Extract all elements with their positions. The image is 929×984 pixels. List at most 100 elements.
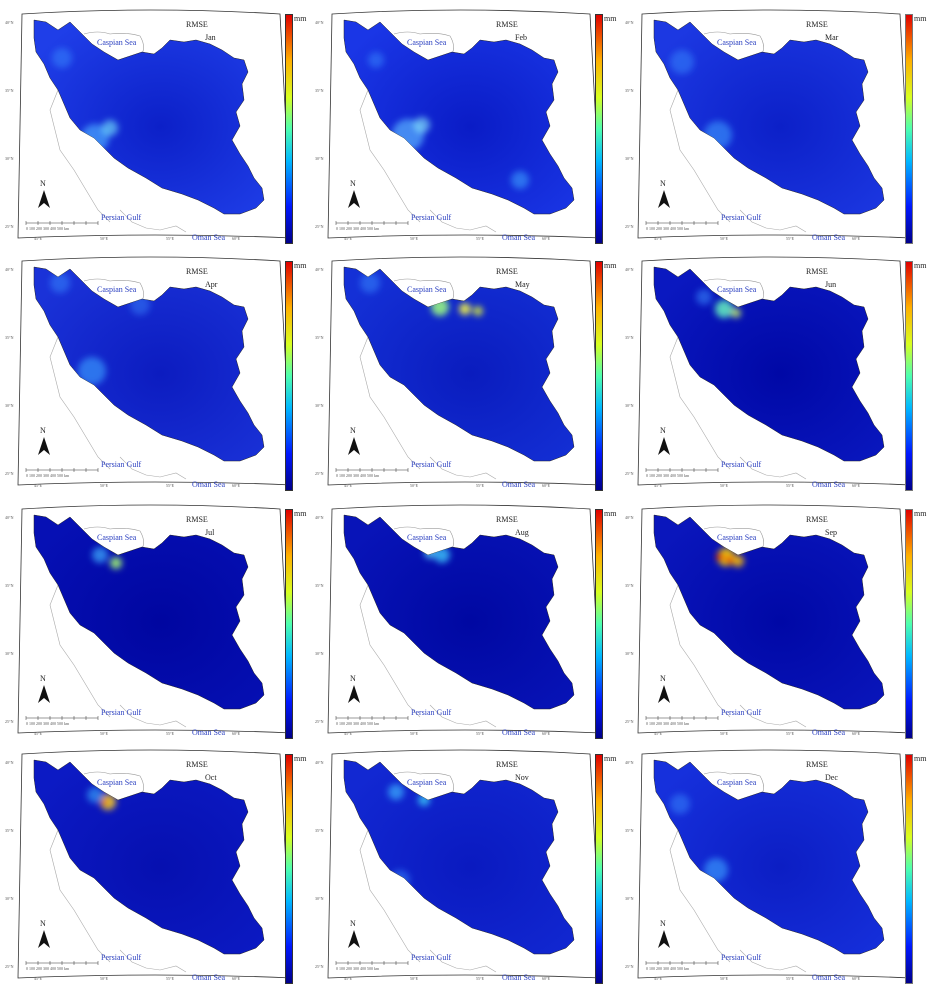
longitude-tick-label: 60°E <box>542 976 551 981</box>
colorbar <box>285 261 293 491</box>
caspian-sea-label: Caspian Sea <box>97 38 137 47</box>
colorbar <box>595 261 603 491</box>
rmse-hotspot <box>360 273 380 293</box>
metric-label: RMSE <box>186 267 208 276</box>
colorbar <box>285 754 293 984</box>
latitude-tick-label: 25°N <box>625 964 634 969</box>
neighbor-border-line <box>359 829 421 963</box>
colorbar-unit-label: mm <box>294 261 307 270</box>
latitude-tick-label: 40°N <box>5 760 14 765</box>
neighbor-border-line <box>669 89 731 223</box>
latitude-tick-label: 25°N <box>315 471 324 476</box>
longitude-tick-label: 55°E <box>166 731 175 736</box>
map-canvas <box>327 9 603 239</box>
caspian-sea-label: Caspian Sea <box>97 285 137 294</box>
metric-label: RMSE <box>806 760 828 769</box>
latitude-tick-label: 35°N <box>625 583 634 588</box>
colorbar <box>595 509 603 739</box>
longitude-tick-label: 60°E <box>852 483 861 488</box>
scale-bar <box>645 716 719 720</box>
longitude-tick-label: 50°E <box>100 731 109 736</box>
map-panel-dec: RMSE Dec Caspian Sea Persian Gulf Oman Sea N 0… <box>620 740 929 984</box>
persian-gulf-label: Persian Gulf <box>411 953 452 962</box>
longitude-tick-label: 50°E <box>410 976 419 981</box>
latitude-tick-label: 35°N <box>315 828 324 833</box>
latitude-tick-label: 40°N <box>625 267 634 272</box>
scale-bar <box>645 961 719 965</box>
coastline-line <box>119 209 187 233</box>
caspian-sea-label: Caspian Sea <box>407 533 447 542</box>
caspian-sea-label: Caspian Sea <box>407 38 447 47</box>
rmse-hotspot <box>414 117 430 133</box>
iran-rmse-surface <box>33 514 265 710</box>
latitude-tick-label: 30°N <box>315 896 324 901</box>
latitude-tick-label: 40°N <box>315 20 324 25</box>
latitude-tick-label: 35°N <box>625 88 634 93</box>
persian-gulf-label: Persian Gulf <box>101 460 142 469</box>
north-arrow-icon <box>658 930 670 948</box>
caspian-shoreline <box>83 31 144 55</box>
longitude-tick-label: 60°E <box>542 236 551 241</box>
persian-gulf-label: Persian Gulf <box>721 460 762 469</box>
metric-label: RMSE <box>186 20 208 29</box>
iran-rmse-surface <box>343 19 575 215</box>
north-arrow-icon <box>658 437 670 455</box>
latitude-tick-label: 25°N <box>625 471 634 476</box>
latitude-tick-label: 35°N <box>5 88 14 93</box>
coastline-line <box>429 209 497 233</box>
longitude-tick-label: 50°E <box>100 483 109 488</box>
map-panel-nov: RMSE Nov Caspian Sea Persian Gulf Oman Sea N 0… <box>310 740 619 984</box>
iran-rmse-surface <box>33 19 265 215</box>
oman-sea-label: Oman Sea <box>192 233 226 242</box>
coastline-line <box>429 704 497 728</box>
rmse-hotspot <box>696 289 712 305</box>
longitude-tick-label: 50°E <box>720 236 729 241</box>
rmse-hotspot <box>473 306 483 316</box>
north-label: N <box>350 674 356 683</box>
rmse-hotspot <box>102 120 118 136</box>
oman-sea-label: Oman Sea <box>502 480 536 489</box>
latitude-tick-label: 25°N <box>625 719 634 724</box>
rmse-hotspot <box>726 556 734 564</box>
longitude-tick-label: 45°E <box>34 483 43 488</box>
scale-bar-label: 0 100 200 300 400 500 km <box>646 473 690 478</box>
longitude-tick-label: 45°E <box>344 483 353 488</box>
neighbor-border-line <box>359 336 421 470</box>
oman-sea-label: Oman Sea <box>812 973 846 982</box>
longitude-tick-label: 50°E <box>410 731 419 736</box>
coastline-line <box>119 949 187 973</box>
longitude-tick-label: 50°E <box>720 483 729 488</box>
month-label: Jun <box>825 280 837 289</box>
latitude-tick-label: 40°N <box>5 267 14 272</box>
latitude-tick-label: 30°N <box>315 403 324 408</box>
latitude-tick-label: 35°N <box>5 335 14 340</box>
metric-label: RMSE <box>806 267 828 276</box>
persian-gulf-label: Persian Gulf <box>721 953 762 962</box>
latitude-tick-label: 30°N <box>625 896 634 901</box>
persian-gulf-label: Persian Gulf <box>411 460 452 469</box>
persian-gulf-label: Persian Gulf <box>101 213 142 222</box>
longitude-tick-label: 45°E <box>344 731 353 736</box>
latitude-tick-label: 30°N <box>625 403 634 408</box>
latitude-tick-label: 25°N <box>5 471 14 476</box>
caspian-shoreline <box>703 771 764 795</box>
north-label: N <box>40 426 46 435</box>
month-label: Dec <box>825 773 838 782</box>
iran-rmse-surface <box>653 266 885 462</box>
latitude-tick-label: 40°N <box>315 515 324 520</box>
north-label: N <box>660 426 666 435</box>
caspian-sea-label: Caspian Sea <box>717 38 757 47</box>
coastline-line <box>739 704 807 728</box>
iran-rmse-surface <box>343 266 575 462</box>
longitude-tick-label: 45°E <box>344 236 353 241</box>
caspian-sea-label: Caspian Sea <box>407 285 447 294</box>
longitude-tick-label: 50°E <box>410 236 419 241</box>
north-label: N <box>40 919 46 928</box>
latitude-tick-label: 25°N <box>315 964 324 969</box>
longitude-tick-label: 45°E <box>34 236 43 241</box>
colorbar-unit-label: mm <box>604 261 617 270</box>
longitude-tick-label: 50°E <box>100 976 109 981</box>
north-arrow-icon <box>348 437 360 455</box>
latitude-tick-label: 30°N <box>5 651 14 656</box>
coastline-line <box>739 456 807 480</box>
